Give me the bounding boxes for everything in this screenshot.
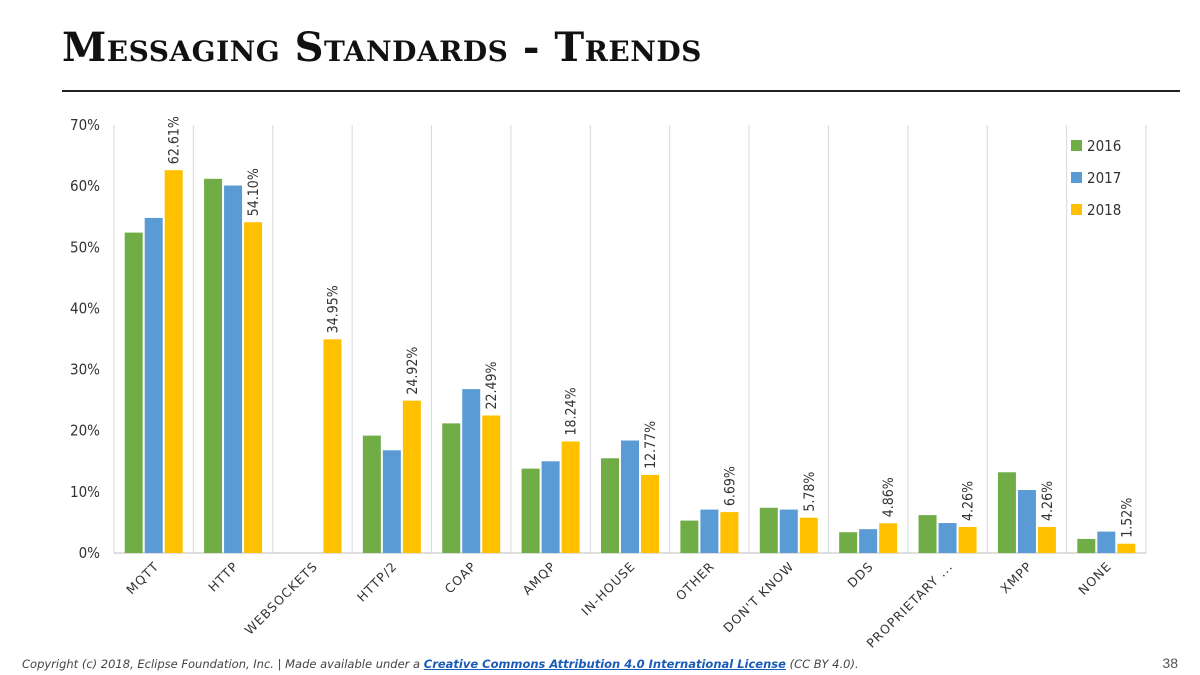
data-label: 24.92% [405,347,421,395]
bar-2018 [323,339,342,553]
bar-2018 [799,517,818,553]
data-label: 5.78% [802,472,818,512]
bar-2016 [839,532,858,553]
bar-2016 [362,435,381,553]
bar-2016 [442,423,461,553]
bar-2017 [938,523,957,553]
bar-2018 [561,441,580,553]
x-tick-label: COAP [442,559,480,597]
data-label: 22.49% [484,361,500,409]
legend-label: 2018 [1087,201,1121,219]
x-tick-label: AMQP [519,559,558,598]
bar-2016 [521,468,540,553]
bar-2017 [621,440,639,553]
legend-swatch-2018 [1071,204,1082,215]
bar-2018 [641,474,659,553]
legend-label: 2016 [1087,137,1121,155]
bar-2018 [720,512,739,553]
bar-2017 [144,217,163,554]
y-tick-label: 0% [79,544,101,562]
bar-2017 [462,389,481,553]
y-tick-label: 40% [70,299,100,317]
bar-2017 [859,529,878,553]
bar-2018 [164,170,183,553]
page-number: 38 [1162,655,1178,671]
bar-2016 [124,232,143,553]
data-label: 54.10% [246,168,262,216]
x-tick-label: HTTP/2 [354,559,400,605]
bar-2018 [482,415,501,553]
bar-2016 [759,507,778,553]
bar-2016 [204,178,223,553]
x-tick-label: MQTT [123,559,162,598]
x-tick-label: IN-HOUSE [578,559,638,619]
bar-2017 [224,185,243,553]
bar-2016 [918,515,937,553]
page-title: Messaging Standards - Trends [62,24,702,71]
x-tick-label: DON'T KNOW [720,559,797,636]
x-tick-label: PROPRIETARY ... [863,559,955,650]
footer-prefix: Copyright (c) 2018, Eclipse Foundation, … [22,657,424,671]
legend-swatch-2017 [1071,172,1082,183]
bar-2017 [1097,531,1116,553]
bar-2017 [779,509,798,553]
bar-2018 [402,400,421,553]
y-tick-label: 60% [70,177,100,195]
bar-2016 [601,458,619,553]
data-label: 4.86% [881,477,897,517]
data-label: 1.52% [1119,498,1135,538]
x-tick-label: DDS [844,559,876,591]
x-tick-label: XMPP [997,559,1035,597]
y-tick-label: 70% [70,116,100,134]
bar-2018 [958,526,977,553]
license-link[interactable]: Creative Commons Attribution 4.0 Interna… [423,657,786,671]
data-label: 12.77% [643,421,659,469]
data-label: 34.95% [325,285,341,333]
bar-2017 [700,509,719,553]
bar-2017 [541,461,560,553]
legend-label: 2017 [1087,169,1121,187]
bar-2018 [879,523,898,553]
bar-2016 [997,472,1016,553]
data-label: 4.26% [1040,481,1056,521]
data-label: 6.69% [722,466,738,506]
y-tick-label: 10% [70,483,100,501]
x-tick-label: NONE [1075,559,1114,598]
x-tick-label: HTTP [205,559,241,595]
y-tick-label: 30% [70,361,100,379]
footer-suffix: (CC BY 4.0). [785,657,859,671]
bar-2018 [244,222,263,553]
data-label: 62.61% [167,116,183,164]
data-label: 18.24% [564,387,580,435]
bar-chart: 0% 10% 20% 30% 40% 50% 60% 70% 62.61% MQTT 54.10% H… [70,116,1147,650]
x-tick-label: WEBSOCKETS [242,559,321,638]
bar-2017 [1017,490,1036,553]
y-tick-label: 20% [70,422,100,440]
bar-2016 [1077,538,1096,553]
copyright-footer: Copyright (c) 2018, Eclipse Foundation, … [22,657,859,671]
bar-2018 [1117,543,1136,553]
bar-2018 [1037,526,1056,553]
title-divider [62,90,1180,92]
legend-swatch-2016 [1071,140,1082,151]
bar-2017 [382,450,401,553]
bar-2016 [680,520,699,553]
y-tick-label: 50% [70,238,100,256]
x-tick-label: OTHER [673,559,718,604]
data-label: 4.26% [961,481,977,521]
